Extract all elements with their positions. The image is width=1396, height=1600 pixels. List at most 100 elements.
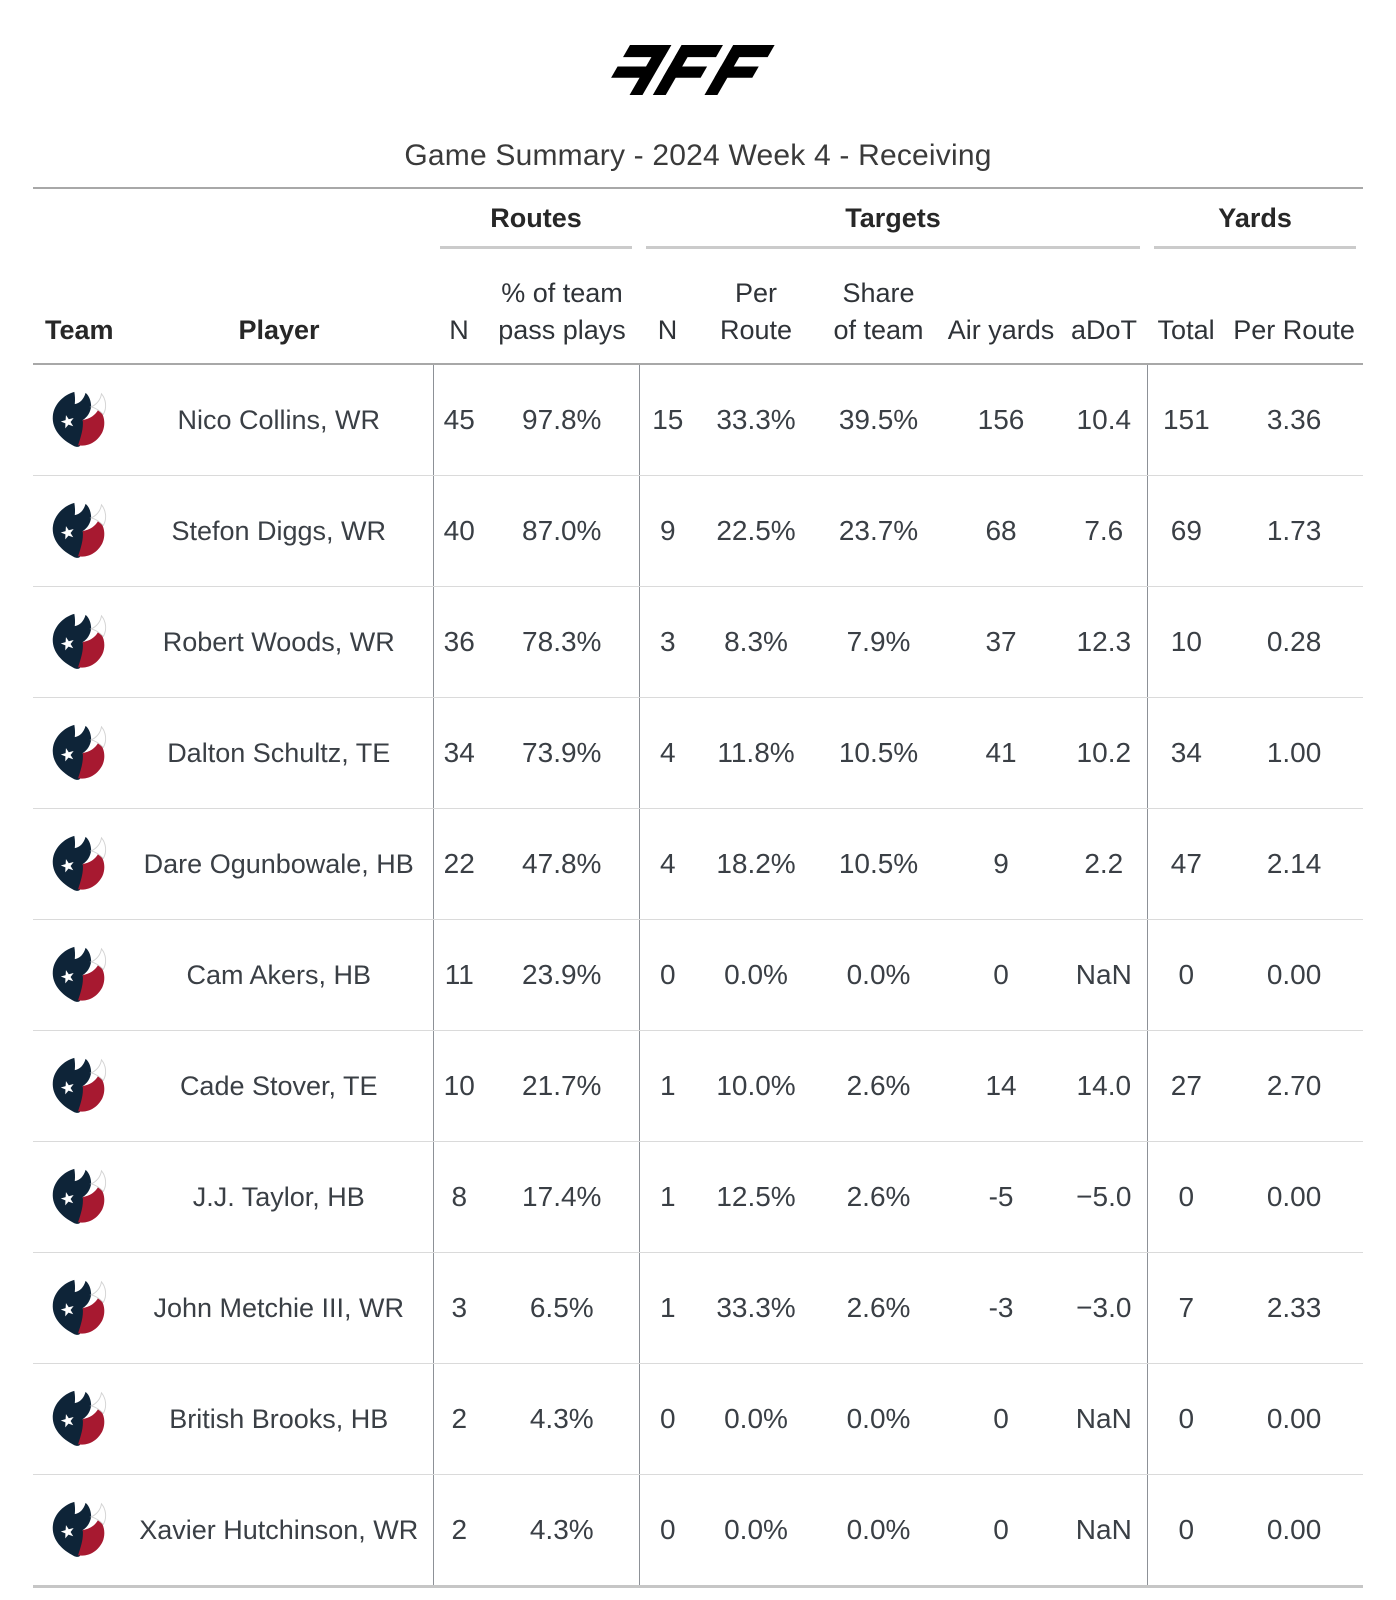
team-cell [33, 1474, 125, 1587]
houston-texans-logo [52, 946, 107, 1002]
routes-n-value: 3 [433, 1252, 485, 1364]
team-cell [33, 919, 125, 1031]
yards-total-value: 0 [1147, 1474, 1226, 1587]
routes-n-value: 36 [433, 586, 485, 698]
yards-per-route-value: 1.00 [1225, 697, 1364, 809]
col-header-targets-share-of-team: Share of team [816, 249, 942, 365]
yards-group-label: Yards [1218, 203, 1292, 233]
yards-total-value: 151 [1147, 364, 1226, 476]
player-row: Cam Akers, HB 11 23.9% 0 0.0% 0.0% 0 NaN… [33, 919, 1364, 1031]
routes-n-value: 22 [433, 808, 485, 920]
yards-total-value: 27 [1147, 1030, 1226, 1142]
targets-n-value: 0 [639, 1474, 697, 1587]
routes-n-value: 40 [433, 475, 485, 587]
player-row: Stefon Diggs, WR 40 87.0% 9 22.5% 23.7% … [33, 475, 1364, 587]
air-yards-value: 9 [941, 808, 1062, 920]
yards-per-route-value: 0.00 [1225, 1141, 1364, 1253]
yards-total-value: 69 [1147, 475, 1226, 587]
player-name: J.J. Taylor, HB [125, 1141, 434, 1253]
player-name: Cade Stover, TE [125, 1030, 434, 1142]
routes-n-value: 10 [433, 1030, 485, 1142]
team-cell [33, 697, 125, 809]
adot-value: 10.4 [1061, 364, 1148, 476]
routes-n-value: 2 [433, 1474, 485, 1587]
targets-share-value: 39.5% [816, 364, 942, 476]
routes-group-header: Routes [433, 188, 639, 249]
targets-per-route-value: 11.8% [696, 697, 817, 809]
col-header-yards-total: Total [1147, 249, 1226, 365]
col-header-player: Player [125, 249, 433, 365]
col-header-yards-per-route: Per Route [1225, 249, 1364, 365]
air-yards-value: 37 [941, 586, 1062, 698]
houston-texans-logo [52, 835, 107, 891]
routes-pct-value: 87.0% [485, 475, 640, 587]
col-header-air-yards: Air yards [941, 249, 1062, 365]
air-yards-value: 41 [941, 697, 1062, 809]
targets-per-route-value: 10.0% [696, 1030, 817, 1142]
player-name: British Brooks, HB [125, 1363, 434, 1475]
yards-per-route-value: 0.28 [1225, 586, 1364, 698]
routes-n-value: 45 [433, 364, 485, 476]
group-underline [440, 246, 633, 249]
yards-total-value: 0 [1147, 919, 1226, 1031]
team-cell [33, 475, 125, 587]
yards-per-route-value: 0.00 [1225, 1363, 1364, 1475]
targets-share-value: 2.6% [816, 1252, 942, 1364]
player-row: J.J. Taylor, HB 8 17.4% 1 12.5% 2.6% -5 … [33, 1141, 1364, 1253]
routes-pct-value: 23.9% [485, 919, 640, 1031]
yards-total-value: 47 [1147, 808, 1226, 920]
col-header-routes-pct-team-pass-plays: % of team pass plays [485, 249, 640, 365]
group-underline [646, 246, 1141, 249]
routes-pct-value: 6.5% [485, 1252, 640, 1364]
team-cell [33, 1030, 125, 1142]
yards-total-value: 0 [1147, 1363, 1226, 1475]
yards-total-value: 7 [1147, 1252, 1226, 1364]
targets-n-value: 3 [639, 586, 697, 698]
team-cell [33, 808, 125, 920]
adot-value: −5.0 [1061, 1141, 1148, 1253]
group-spacer [33, 188, 433, 249]
targets-per-route-value: 8.3% [696, 586, 817, 698]
targets-n-value: 15 [639, 364, 697, 476]
team-cell [33, 1363, 125, 1475]
player-name: Robert Woods, WR [125, 586, 434, 698]
houston-texans-logo [52, 502, 107, 558]
air-yards-value: 156 [941, 364, 1062, 476]
routes-pct-value: 17.4% [485, 1141, 640, 1253]
routes-group-label: Routes [490, 203, 582, 233]
team-cell [33, 1252, 125, 1364]
adot-value: 2.2 [1061, 808, 1148, 920]
targets-per-route-value: 33.3% [696, 1252, 817, 1364]
col-header-targets-per-route: Per Route [696, 249, 817, 365]
targets-share-value: 0.0% [816, 1363, 942, 1475]
targets-share-value: 10.5% [816, 808, 942, 920]
targets-per-route-value: 22.5% [696, 475, 817, 587]
targets-share-value: 0.0% [816, 1474, 942, 1587]
targets-group-label: Targets [845, 203, 941, 233]
group-header-row: Routes Targets Yards [33, 188, 1363, 249]
col-header-team: Team [33, 249, 125, 365]
routes-pct-value: 4.3% [485, 1474, 640, 1587]
player-name: Nico Collins, WR [125, 364, 434, 476]
page-header [0, 0, 1396, 105]
houston-texans-logo [52, 391, 107, 447]
page-title: Game Summary - 2024 Week 4 - Receiving [404, 139, 992, 172]
receiving-stats-table: Routes Targets Yards Team Player N % of … [33, 187, 1364, 1588]
player-name: Xavier Hutchinson, WR [125, 1474, 434, 1587]
player-row: Dare Ogunbowale, HB 22 47.8% 4 18.2% 10.… [33, 808, 1364, 920]
houston-texans-logo [52, 724, 107, 780]
adot-value: NaN [1061, 1474, 1148, 1587]
routes-pct-value: 21.7% [485, 1030, 640, 1142]
air-yards-value: 0 [941, 919, 1062, 1031]
targets-share-value: 10.5% [816, 697, 942, 809]
houston-texans-logo [52, 613, 107, 669]
targets-per-route-value: 33.3% [696, 364, 817, 476]
targets-per-route-value: 0.0% [696, 1474, 817, 1587]
air-yards-value: -3 [941, 1252, 1062, 1364]
yards-per-route-value: 3.36 [1225, 364, 1364, 476]
player-row: British Brooks, HB 2 4.3% 0 0.0% 0.0% 0 … [33, 1363, 1364, 1475]
houston-texans-logo [52, 1501, 107, 1557]
routes-pct-value: 47.8% [485, 808, 640, 920]
houston-texans-logo [52, 1390, 107, 1446]
adot-value: 7.6 [1061, 475, 1148, 587]
